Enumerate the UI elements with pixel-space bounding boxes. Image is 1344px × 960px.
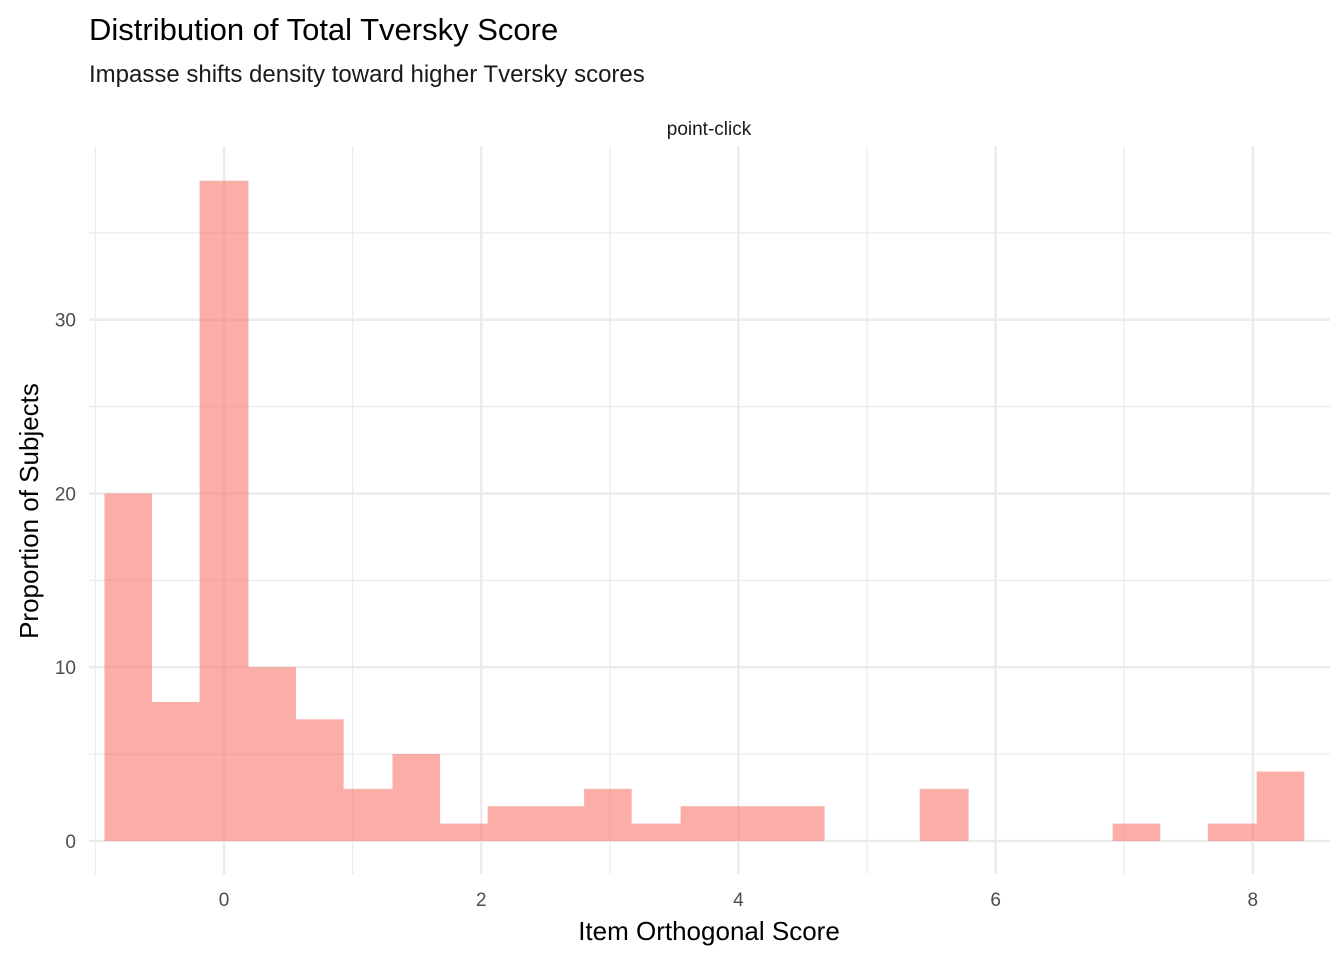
histogram-bar <box>1207 823 1257 841</box>
x-tick-label: 0 <box>219 890 230 911</box>
histogram-bar <box>104 493 153 841</box>
x-tick-label: 2 <box>476 890 487 911</box>
y-tick-label: 30 <box>55 311 76 332</box>
histogram-bar <box>919 788 969 841</box>
histogram-bar <box>775 806 825 841</box>
chart-title: Distribution of Total Tversky Score <box>89 12 558 47</box>
x-tick-label: 8 <box>1248 890 1259 911</box>
histogram-bar <box>343 788 393 841</box>
x-tick-label: 6 <box>990 890 1001 911</box>
histogram-bar <box>248 667 297 841</box>
histogram-bar <box>584 788 632 841</box>
histogram-bar <box>1112 823 1161 841</box>
histogram-bar <box>440 823 488 841</box>
y-axis-ticks: 0 10 20 30 <box>55 311 76 853</box>
histogram-bar <box>728 806 776 841</box>
y-tick-label: 0 <box>65 832 76 853</box>
histogram-bar <box>631 823 681 841</box>
y-tick-label: 20 <box>55 484 76 505</box>
histogram-bar <box>199 180 249 841</box>
y-axis-title: Proportion of Subjects <box>14 383 44 639</box>
histogram-bar <box>296 719 344 841</box>
histogram-bar <box>152 701 200 841</box>
histogram-bar <box>536 806 585 841</box>
y-tick-label: 10 <box>55 658 76 679</box>
x-axis-ticks: 0 2 4 6 8 <box>219 890 1258 911</box>
histogram-bar <box>487 806 537 841</box>
histogram-bar <box>1256 771 1305 841</box>
bars-group <box>104 180 1305 841</box>
x-axis-title: Item Orthogonal Score <box>578 916 840 946</box>
chart-subtitle: Impasse shifts density toward higher Tve… <box>89 61 645 88</box>
x-tick-label: 4 <box>733 890 744 911</box>
facet-strip-label: point-click <box>667 119 752 140</box>
histogram-bar <box>680 806 729 841</box>
histogram-bar <box>392 754 441 841</box>
